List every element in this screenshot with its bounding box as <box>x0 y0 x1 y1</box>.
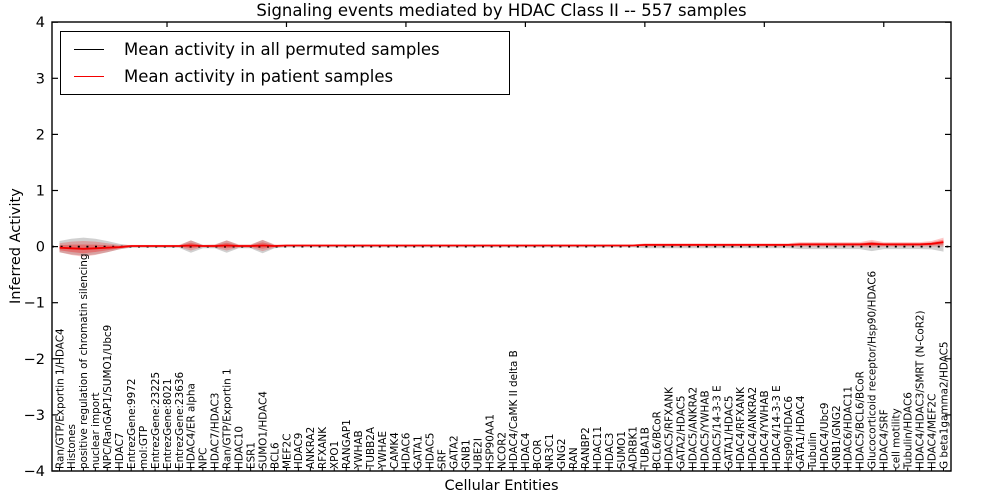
x-category-label: UBE2I <box>472 438 484 469</box>
y-tick-label: 1 <box>36 184 45 200</box>
x-category-label: positive regulation of chromatin silenci… <box>78 254 90 469</box>
x-category-label: ANKRA2 <box>305 427 317 469</box>
y-tick-label: −3 <box>24 408 45 424</box>
x-category-label: EntrezGene:23636 <box>174 372 186 469</box>
x-category-label: Hsp90/HDAC6 <box>783 396 795 469</box>
x-category-label: GATA1 <box>413 435 425 469</box>
x-category-label: HDAC4/Ubc9 <box>819 403 831 469</box>
y-tick-label: −4 <box>24 464 45 480</box>
x-axis-label: Cellular Entities <box>444 478 559 494</box>
x-category-label: Tubulin/HDAC6 <box>903 392 915 470</box>
x-category-label: BCL6/BCoR <box>652 411 664 469</box>
x-category-label: HDAC4/CaMK II delta B <box>508 350 520 469</box>
x-category-label: SUMO1/HDAC4 <box>257 391 269 469</box>
patient-line-sample-icon <box>74 76 104 77</box>
legend-label-patient: Mean activity in patient samples <box>124 67 394 86</box>
x-category-label: HDAC4/MEF2C <box>926 394 938 469</box>
x-category-label: RFXANK <box>317 426 329 469</box>
x-category-label: HDAC5/14-3-3 E <box>711 385 723 469</box>
x-category-label: Ran/GTP/Exportin 1 <box>222 368 234 469</box>
x-category-label: RANBP2 <box>580 427 592 469</box>
x-category-label: GATA1/HDAC5 <box>723 395 735 469</box>
y-tick-label: 2 <box>36 127 45 143</box>
y-axis-label: Inferred Activity <box>8 188 24 304</box>
patient-mean-line <box>59 241 944 250</box>
chart-title: Signaling events mediated by HDAC Class … <box>256 1 747 20</box>
x-category-label: EntrezGene:9972 <box>126 379 138 469</box>
x-category-label: HDAC11 <box>592 426 604 469</box>
x-category-label: HDAC5/ANKRA2 <box>687 387 699 469</box>
x-category-label: nuclear import <box>90 393 102 469</box>
x-category-label: RANGAP1 <box>341 419 353 469</box>
x-category-label: HDAC10 <box>234 426 246 469</box>
x-category-label: GNB1 <box>461 439 473 469</box>
x-category-label: ESR1 <box>245 442 257 469</box>
x-category-label: GATA2/HDAC5 <box>676 395 688 469</box>
x-category-label: SUMO1 <box>616 431 628 469</box>
x-category-label: HDAC4/YWHAB <box>759 390 771 469</box>
y-tick-label: 4 <box>36 15 45 31</box>
x-category-label: NR3C1 <box>544 434 556 469</box>
x-category-label: mol:GTP <box>138 426 150 469</box>
x-category-label: HDAC4/ANKRA2 <box>747 387 759 469</box>
x-category-label: NCOR2 <box>496 432 508 469</box>
x-category-label: GATA2 <box>449 435 461 469</box>
x-category-label: HDAC4/RFXANK <box>735 386 747 469</box>
x-category-label: RAN <box>568 447 580 469</box>
x-category-label: BCOR <box>532 439 544 469</box>
x-category-label: ADRBK1 <box>628 426 640 469</box>
x-category-label: HDAC6 <box>401 433 413 469</box>
x-category-label: NPC <box>198 448 210 469</box>
permuted-band <box>59 237 944 256</box>
y-tick-label: 3 <box>36 71 45 87</box>
x-category-label: EntrezGene:23225 <box>150 372 162 469</box>
x-category-label: HDAC4/ER alpha <box>186 383 198 469</box>
x-category-label: GATA1/HDAC4 <box>795 395 807 469</box>
x-category-label: Ran/GTP/Exportin 1/HDAC4 <box>54 328 66 469</box>
x-category-label: HDAC5 <box>425 433 437 469</box>
x-category-label: HSP90AA1 <box>484 414 496 469</box>
permuted-line-sample-icon <box>74 49 104 50</box>
y-tick-label: 0 <box>36 240 45 256</box>
x-category-label: BCL6 <box>269 442 281 469</box>
x-category-label: HDAC4/HDAC3/SMRT (N-CoR2) <box>914 310 926 469</box>
legend-entry-permuted: Mean activity in all permuted samples <box>61 40 509 59</box>
x-category-label: CAMK4 <box>389 432 401 469</box>
x-category-label: Histones <box>66 424 78 469</box>
x-category-label: YWHAE <box>377 431 389 470</box>
x-category-label: HDAC7/HDAC3 <box>210 393 222 469</box>
x-category-label: HDAC5/BCL6/BCoR <box>855 371 867 469</box>
legend: Mean activity in all permuted samples Me… <box>60 31 510 95</box>
x-category-label: MEF2C <box>281 434 293 469</box>
x-category-label: HDAC4 <box>520 432 532 469</box>
x-category-label: SRF <box>437 449 449 469</box>
y-tick-label: −1 <box>24 296 45 312</box>
x-category-label: GNB1/GNG2 <box>831 405 843 469</box>
x-category-label: HDAC5/YWHAB <box>699 390 711 469</box>
x-category-label: HDAC5/RFXANK <box>664 386 676 469</box>
x-category-label: HDAC7 <box>114 433 126 469</box>
x-category-label: EntrezGene:8021 <box>162 379 174 469</box>
x-category-label: XPO1 <box>329 441 341 469</box>
x-category-label: HDAC6/HDAC11 <box>843 386 855 469</box>
x-category-label: HDAC3 <box>604 433 616 469</box>
x-category-label: Glucocorticoid receptor/Hsp90/HDAC6 <box>867 271 879 469</box>
y-tick-label: −2 <box>24 352 45 368</box>
x-category-label: NPC/RanGAP1/SUMO1/Ubc9 <box>102 325 114 469</box>
x-category-label: GNG2 <box>556 439 568 470</box>
x-category-label: Tubulin <box>807 432 819 470</box>
x-category-label: HDAC9 <box>293 433 305 469</box>
x-category-label: cell motility <box>891 408 903 469</box>
x-category-label: HDAC4/14-3-3 E <box>771 385 783 469</box>
x-category-label: HDAC4/SRF <box>879 409 891 469</box>
patient-band <box>59 237 944 257</box>
x-category-label: TUBB2A <box>365 426 377 470</box>
x-category-label: G beta1gamma2/HDAC5 <box>938 341 950 469</box>
legend-entry-patient: Mean activity in patient samples <box>61 67 509 86</box>
legend-label-permuted: Mean activity in all permuted samples <box>124 40 440 59</box>
x-category-label: TUBA1B <box>640 427 652 470</box>
x-category-label: YWHAB <box>353 430 365 470</box>
